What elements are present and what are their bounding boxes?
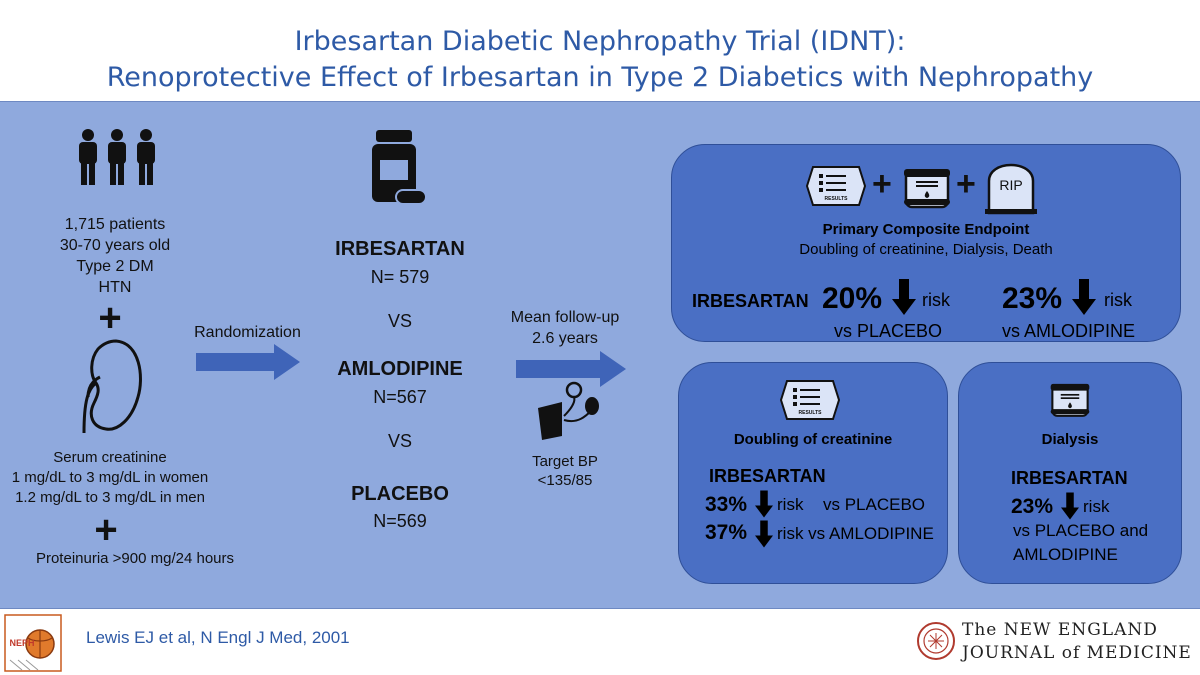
- doubling-pct-placebo: 33%: [705, 493, 748, 516]
- target-bp-label: Target BP: [532, 453, 598, 470]
- doubling-results-icon: RESULTS: [779, 380, 841, 420]
- primary-endpoint-title: Primary Composite Endpoint: [822, 221, 1030, 238]
- neph-logo: NEPH: [4, 614, 62, 672]
- arm-amlodipine-name: AMLODIPINE: [337, 358, 463, 380]
- tombstone-text: RIP: [999, 177, 1022, 193]
- primary-endpoint-subtitle: Doubling of creatinine, Dialysis, Death: [799, 241, 1053, 258]
- arm-irbesartan-n: N= 579: [370, 267, 430, 287]
- patients-icon: [79, 129, 155, 185]
- dialysis-vs-line-2: AMLODIPINE: [1013, 545, 1118, 564]
- doubling-drug-label: IRBESARTAN: [709, 466, 826, 486]
- doubling-creatinine-box: RESULTS Doubling of creatinine IRBESARTA…: [678, 362, 948, 584]
- plus-sign-4: +: [956, 165, 976, 203]
- primary-drug-label: IRBESARTAN: [692, 291, 809, 311]
- nejm-seal-icon: [917, 622, 955, 660]
- arm-placebo-name: PLACEBO: [351, 483, 449, 505]
- doubling-pct-amlodipine: 37%: [705, 521, 748, 544]
- randomization-label: Randomization: [194, 324, 301, 341]
- creatinine-criteria: Serum creatinine 1 mg/dL to 3 mg/dL in w…: [0, 448, 220, 508]
- doubling-vs-placebo: vs PLACEBO: [823, 495, 926, 514]
- reference-text: Lewis EJ et al, N Engl J Med, 2001: [86, 628, 350, 647]
- arm-amlodipine-n: N=567: [373, 387, 427, 407]
- primary-vs-placebo: vs PLACEBO: [834, 321, 943, 341]
- creatinine-women: 1 mg/dL to 3 mg/dL in women: [11, 469, 209, 486]
- primary-endpoint-box: RESULTS + + RIP Primary Composite Endpoi…: [671, 144, 1181, 342]
- primary-vs-amlodipine: vs AMLODIPINE: [1002, 321, 1136, 341]
- plus-sign-1: +: [98, 296, 122, 340]
- primary-down-arrow-2-icon: [1072, 279, 1096, 315]
- doubling-icon-text: RESULTS: [799, 410, 823, 416]
- dialysis-box: Dialysis IRBESARTAN 23% risk vs PLACEBO …: [958, 362, 1182, 584]
- blood-pressure-cuff-icon: [538, 381, 599, 440]
- kidney-icon: [82, 339, 142, 434]
- journal-name-line-2: JOURNAL of MEDICINE: [962, 643, 1192, 663]
- patients-dm: Type 2 DM: [76, 258, 154, 275]
- dialysis-down-arrow-icon: [1061, 492, 1079, 520]
- dialysis-risk: risk: [1083, 497, 1110, 516]
- dialysis-drug-label: IRBESARTAN: [1011, 468, 1128, 488]
- doubling-down-arrow-2-icon: [755, 520, 773, 548]
- followup-info: Mean follow-up 2.6 years: [495, 307, 635, 349]
- arm-irbesartan-name: IRBESARTAN: [335, 238, 465, 260]
- vs-label-2: VS: [387, 431, 412, 451]
- results-icon-text: RESULTS: [825, 196, 849, 202]
- dialysis-vs-line-1: vs PLACEBO and: [1013, 521, 1149, 540]
- target-bp: Target BP <135/85: [505, 452, 625, 490]
- results-report-icon: RESULTS: [805, 166, 867, 206]
- dialysis-title: Dialysis: [1041, 431, 1099, 448]
- primary-down-arrow-1-icon: [892, 279, 916, 315]
- primary-risk-2: risk: [1104, 290, 1132, 310]
- primary-risk-1: risk: [922, 290, 950, 310]
- creatinine-label: Serum creatinine: [53, 449, 167, 466]
- neph-logo-text: NEPH: [9, 638, 34, 648]
- tombstone-icon: RIP: [985, 163, 1037, 215]
- main-panel: 1,715 patients 30-70 years old Type 2 DM…: [0, 101, 1200, 609]
- patients-count: 1,715 patients: [64, 216, 166, 233]
- followup-label: Mean follow-up: [510, 309, 620, 326]
- arm-placebo-n: N=569: [373, 511, 427, 531]
- dialysis-machine-icon: [904, 169, 950, 209]
- followup-duration: 2.6 years: [532, 330, 598, 347]
- journal-name-line-1: The NEW ENGLAND: [962, 620, 1158, 640]
- dialysis-icon: [1050, 383, 1090, 417]
- vs-label-1: VS: [387, 311, 412, 331]
- creatinine-men: 1.2 mg/dL to 3 mg/dL in men: [15, 489, 205, 506]
- followup-arrow: [516, 351, 626, 387]
- patients-htn: HTN: [98, 279, 132, 296]
- proteinuria-criteria: Proteinuria >900 mg/24 hours: [35, 550, 235, 567]
- dialysis-pct: 23%: [1011, 495, 1054, 518]
- patients-age: 30-70 years old: [59, 237, 171, 254]
- doubling-down-arrow-1-icon: [755, 490, 773, 518]
- randomization-arrow: [196, 344, 300, 380]
- patients-info: 1,715 patients 30-70 years old Type 2 DM…: [10, 214, 220, 298]
- title-line-2: Renoprotective Effect of Irbesartan in T…: [106, 62, 1094, 93]
- target-bp-value: <135/85: [537, 472, 593, 489]
- primary-pct-placebo: 20%: [822, 282, 883, 315]
- pill-bottle-icon: [372, 130, 427, 205]
- primary-pct-amlodipine: 23%: [1002, 282, 1063, 315]
- title-line-1: Irbesartan Diabetic Nephropathy Trial (I…: [294, 26, 906, 57]
- plus-sign-3: +: [872, 165, 892, 203]
- plus-sign-2: +: [94, 508, 118, 552]
- doubling-title: Doubling of creatinine: [733, 431, 893, 448]
- doubling-vs-amlodipine: risk vs AMLODIPINE: [777, 524, 934, 543]
- doubling-risk-1: risk: [777, 495, 804, 514]
